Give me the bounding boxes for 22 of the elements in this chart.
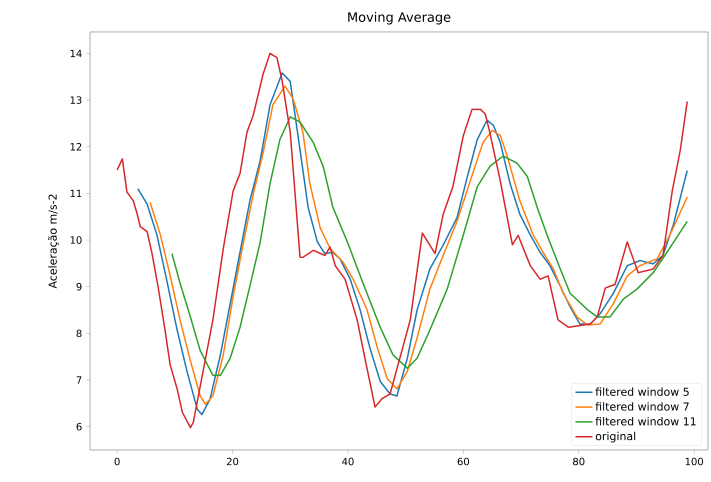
x-tick-label: 100 [686, 458, 704, 466]
x-tick-label: 20 [226, 458, 238, 466]
legend-label: filtered window 5 [595, 387, 689, 396]
x-tick-label: 60 [458, 458, 470, 466]
y-tick-label: 6 [76, 422, 82, 430]
y-tick-label: 10 [70, 236, 82, 244]
y-tick-label: 12 [70, 143, 82, 150]
y-tick-label: 13 [70, 96, 82, 104]
legend-label: filtered window 7 [595, 402, 689, 411]
chart-title: Moving Average [348, 12, 450, 24]
y-axis-title: Aceleração m/s-2 [48, 194, 59, 288]
y-tick-label: 11 [70, 190, 82, 198]
legend-label: filtered window 11 [595, 417, 696, 426]
x-tick-label: 0 [114, 458, 120, 466]
y-tick-label: 9 [76, 282, 82, 290]
y-tick-label: 7 [76, 376, 82, 384]
y-tick-label: 8 [76, 330, 82, 338]
line-series [171, 116, 688, 376]
x-tick-label: 80 [573, 458, 584, 466]
legend-label: original [596, 432, 636, 442]
y-tick-label: 14 [70, 50, 82, 58]
x-tick-label: 40 [342, 458, 354, 466]
